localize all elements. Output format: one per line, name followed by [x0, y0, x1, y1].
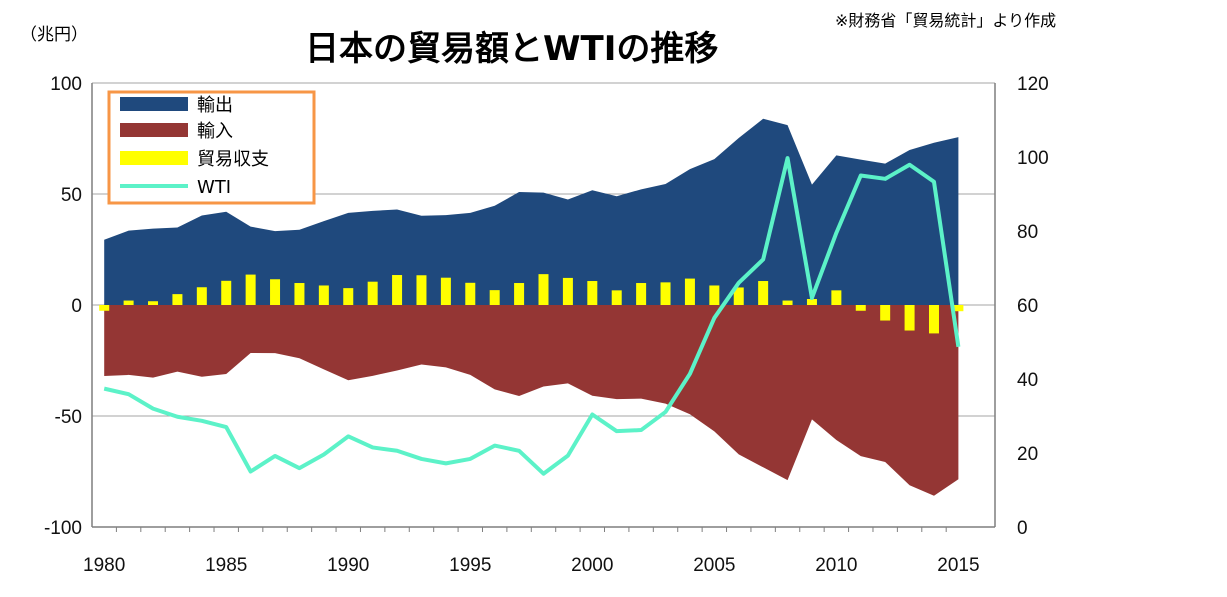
bar-1985: [221, 280, 232, 305]
legend-swatch-輸入: [120, 123, 188, 137]
area-series: [104, 118, 959, 496]
bar-2008: [782, 300, 793, 305]
y-right-tick-label: 20: [1017, 444, 1038, 465]
bar-2004: [684, 278, 695, 305]
x-tick-label: 1980: [83, 555, 125, 576]
bar-2009: [806, 299, 817, 305]
x-tick-label: 2005: [693, 555, 735, 576]
bar-1990: [343, 288, 354, 305]
bar-2002: [636, 283, 647, 305]
x-tick-label: 1995: [449, 555, 491, 576]
line-series: [103, 156, 961, 476]
bar-2014: [928, 305, 939, 334]
bar-1997: [514, 283, 525, 305]
y-left-tick-label: -100: [44, 518, 82, 539]
bar-1982: [148, 301, 159, 305]
legend-swatch-輸出: [120, 97, 188, 111]
area-輸出: [104, 118, 959, 305]
y-left-tick-label: 100: [50, 74, 82, 95]
y-right-tick-label: 80: [1017, 222, 1038, 243]
y-right-tick-label: 120: [1017, 74, 1049, 95]
bar-2003: [660, 282, 671, 305]
bar-1999: [562, 277, 573, 305]
bar-2011: [855, 305, 866, 311]
bar-1988: [294, 283, 305, 305]
bar-2015: [953, 305, 964, 312]
bar-2012: [880, 305, 891, 321]
y-right-tick-label: 0: [1017, 518, 1028, 539]
bar-1984: [196, 287, 207, 305]
x-tick-label: 1985: [205, 555, 247, 576]
bar-1983: [172, 294, 183, 305]
left-axis-unit: （兆円）: [20, 25, 88, 45]
legend-label-貿易収支: 貿易収支: [197, 149, 269, 170]
y-right-tick-label: 40: [1017, 370, 1038, 391]
y-left-tick-label: -50: [55, 407, 82, 428]
bar-1995: [465, 282, 476, 305]
bar-2001: [611, 290, 622, 305]
bar-1994: [440, 277, 451, 305]
bar-2007: [758, 281, 769, 305]
legend-label-輸出: 輸出: [197, 95, 233, 116]
source-note: ※財務省「貿易統計」より作成: [835, 11, 1056, 30]
y-right-tick-label: 60: [1017, 296, 1038, 317]
bar-2000: [587, 281, 598, 305]
bar-1993: [416, 275, 427, 305]
y-right-tick-label: 100: [1017, 148, 1049, 169]
bar-1998: [538, 274, 549, 305]
area-輸入: [104, 305, 959, 496]
chart-title: 日本の貿易額とWTIの推移: [305, 29, 718, 69]
bar-1981: [123, 300, 134, 305]
bar-1992: [392, 275, 403, 305]
tick-labels: 100 50 0 -50 -100 120 100 80 60 40 20 0 1980 1985 1990…: [44, 74, 1049, 576]
x-tick-label: 1990: [327, 555, 369, 576]
y-left-tick-label: 50: [61, 185, 82, 206]
bar-2010: [831, 290, 842, 305]
legend-label-WTI: WTI: [197, 177, 231, 198]
bar-1989: [318, 285, 329, 305]
bar-2006: [733, 287, 744, 305]
bar-1986: [245, 274, 256, 305]
legend-swatch-貿易収支: [120, 151, 188, 165]
bar-1996: [489, 290, 500, 305]
bar-2005: [709, 285, 720, 305]
legend-label-輸入: 輸入: [197, 121, 233, 142]
bar-1987: [270, 279, 281, 305]
y-left-tick-label: 0: [71, 296, 82, 317]
bar-2013: [904, 305, 915, 331]
bar-1980: [99, 305, 110, 311]
x-tick-label: 2000: [571, 555, 613, 576]
x-tick-label: 2010: [815, 555, 857, 576]
line-WTI: [103, 156, 961, 476]
x-tick-label: 2015: [937, 555, 979, 576]
bar-1991: [367, 281, 378, 305]
bar-series: [99, 274, 964, 334]
axes: [91, 83, 996, 532]
